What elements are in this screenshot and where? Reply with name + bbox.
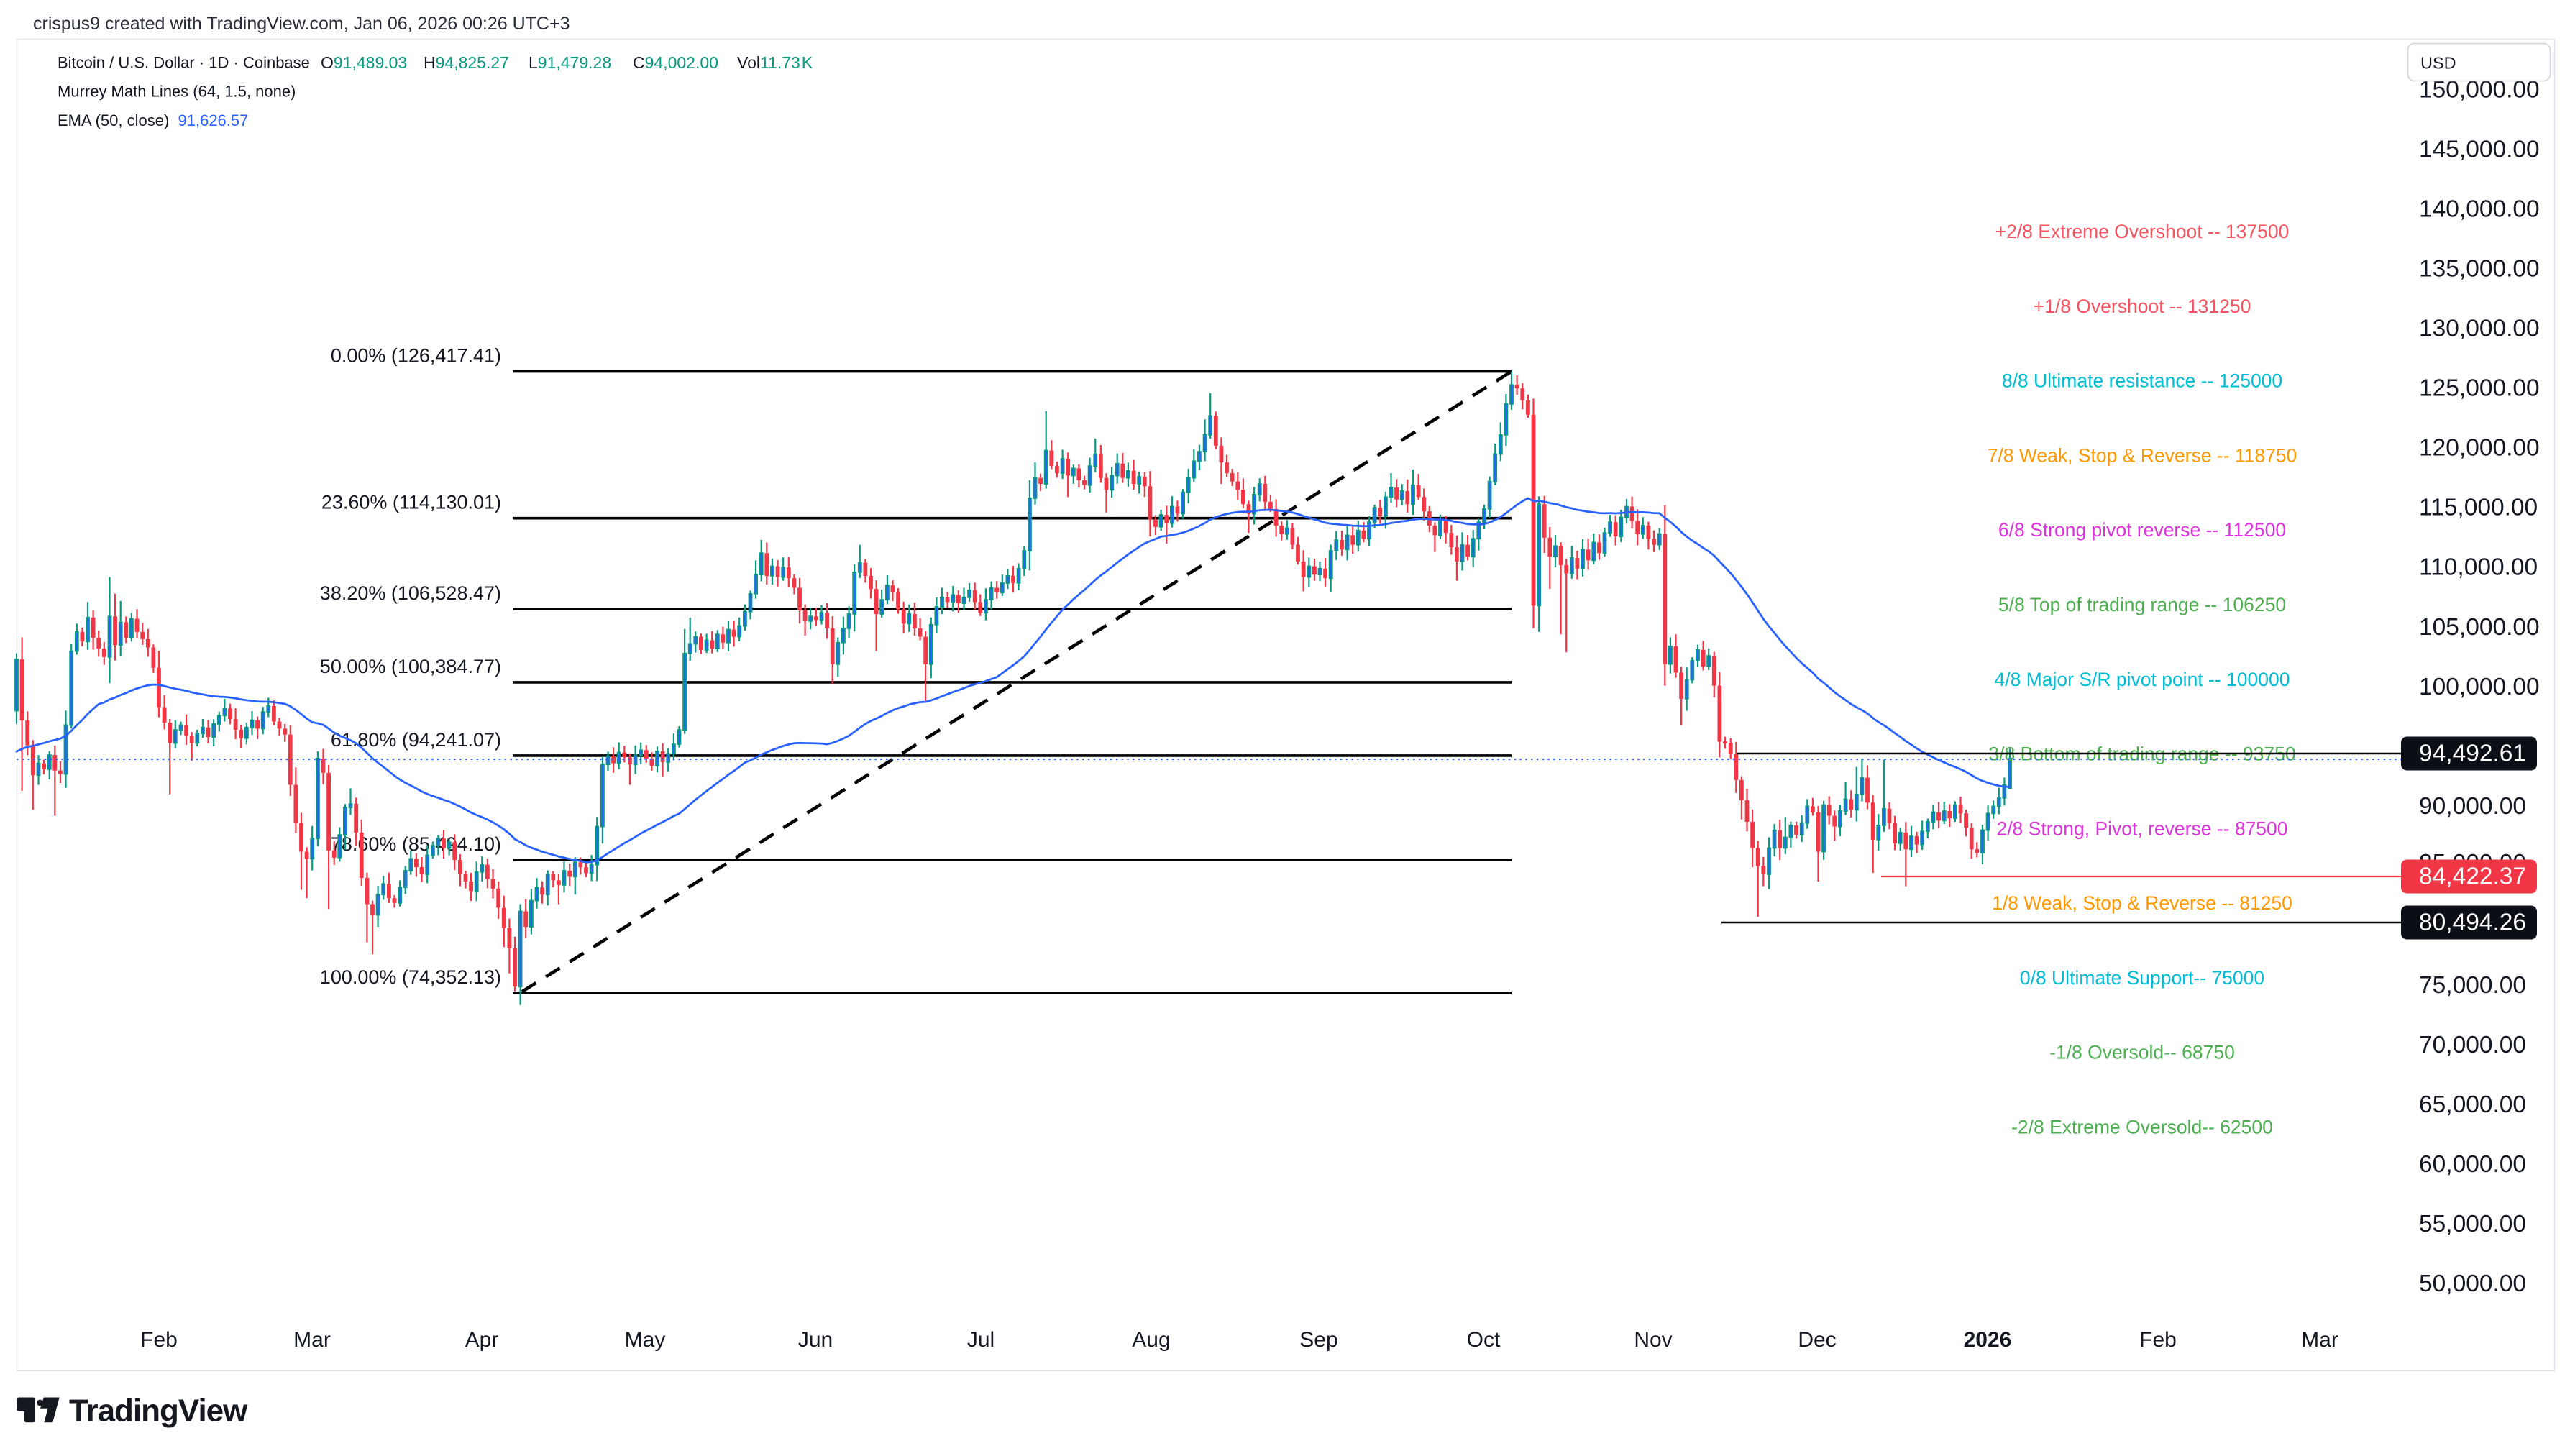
svg-text:80,494.26: 80,494.26 <box>2419 910 2526 936</box>
svg-text:+1/8 Overshoot -- 131250: +1/8 Overshoot -- 131250 <box>2034 296 2251 317</box>
svg-text:145,000.00: 145,000.00 <box>2419 137 2540 163</box>
svg-text:5/8 Top of trading range -- 1: 5/8 Top of trading range -- 106250 <box>1998 594 2286 615</box>
svg-text:55,000.00: 55,000.00 <box>2419 1211 2526 1237</box>
svg-text:7/8 Weak, Stop & Reverse -- 1: 7/8 Weak, Stop & Reverse -- 118750 <box>1988 444 2297 466</box>
svg-text:Feb: Feb <box>140 1328 178 1352</box>
svg-text:Vol11.73 K: Vol11.73 K <box>737 53 813 72</box>
svg-text:L91,479.28: L91,479.28 <box>529 53 611 72</box>
svg-text:8/8 Ultimate resistance -- 12: 8/8 Ultimate resistance -- 125000 <box>2002 370 2282 392</box>
svg-text:105,000.00: 105,000.00 <box>2419 614 2540 641</box>
svg-text:Mar: Mar <box>293 1328 331 1352</box>
svg-text:TradingView: TradingView <box>69 1393 248 1429</box>
svg-text:2026: 2026 <box>1964 1328 2012 1352</box>
svg-text:120,000.00: 120,000.00 <box>2419 435 2540 462</box>
svg-text:65,000.00: 65,000.00 <box>2419 1091 2526 1118</box>
svg-text:38.20% (106,528.47): 38.20% (106,528.47) <box>320 582 501 604</box>
svg-text:EMA (50, close) 91,626.57: EMA (50, close) 91,626.57 <box>58 111 248 129</box>
svg-text:75,000.00: 75,000.00 <box>2419 972 2526 999</box>
svg-text:115,000.00: 115,000.00 <box>2419 495 2538 521</box>
svg-text:-2/8 Extreme Oversold-- 62500: -2/8 Extreme Oversold-- 62500 <box>2011 1117 2273 1138</box>
svg-text:O91,489.03: O91,489.03 <box>321 53 407 72</box>
svg-text:23.60% (114,130.01): 23.60% (114,130.01) <box>321 492 501 513</box>
svg-text:May: May <box>625 1328 666 1352</box>
svg-text:70,000.00: 70,000.00 <box>2419 1032 2526 1058</box>
svg-text:60,000.00: 60,000.00 <box>2419 1151 2526 1178</box>
svg-text:50.00% (100,384.77): 50.00% (100,384.77) <box>320 656 501 677</box>
svg-text:H94,825.27: H94,825.27 <box>424 53 509 72</box>
svg-text:Mar: Mar <box>2301 1328 2338 1352</box>
svg-text:-1/8 Oversold-- 68750: -1/8 Oversold-- 68750 <box>2049 1042 2235 1063</box>
svg-text:0/8 Ultimate Support-- 75000: 0/8 Ultimate Support-- 75000 <box>2020 967 2264 989</box>
svg-text:2/8 Strong, Pivot, reverse --: 2/8 Strong, Pivot, reverse -- 87500 <box>1996 818 2287 839</box>
svg-text:Feb: Feb <box>2139 1328 2177 1352</box>
svg-text:Jun: Jun <box>798 1328 833 1352</box>
svg-text:90,000.00: 90,000.00 <box>2419 793 2526 820</box>
svg-text:78.60% (85,494.10): 78.60% (85,494.10) <box>331 833 501 855</box>
svg-text:Apr: Apr <box>465 1328 499 1352</box>
svg-text:4/8 Major S/R pivot point --: 4/8 Major S/R pivot point -- 100000 <box>1995 669 2290 690</box>
svg-text:Oct: Oct <box>1467 1328 1501 1352</box>
svg-text:61.80% (94,241.07): 61.80% (94,241.07) <box>331 729 501 751</box>
svg-text:Bitcoin / U.S. Dollar · 1D · C: Bitcoin / U.S. Dollar · 1D · Coinbase <box>58 54 310 72</box>
svg-text:100,000.00: 100,000.00 <box>2419 674 2540 700</box>
svg-text:Aug: Aug <box>1132 1328 1170 1352</box>
svg-text:USD: USD <box>2420 54 2456 73</box>
svg-text:135,000.00: 135,000.00 <box>2419 256 2540 283</box>
svg-text:Sep: Sep <box>1299 1328 1337 1352</box>
svg-text:6/8 Strong pivot reverse -- 1: 6/8 Strong pivot reverse -- 112500 <box>1998 519 2286 541</box>
svg-text:C94,002.00: C94,002.00 <box>633 53 718 72</box>
svg-text:Dec: Dec <box>1798 1328 1836 1352</box>
svg-text:Murrey Math Lines (64, 1.5, no: Murrey Math Lines (64, 1.5, none) <box>58 83 296 101</box>
svg-text:Jul: Jul <box>967 1328 994 1352</box>
svg-text:crispus9 created with TradingV: crispus9 created with TradingView.com, J… <box>33 14 570 34</box>
svg-text:94,492.61: 94,492.61 <box>2419 741 2526 767</box>
svg-text:125,000.00: 125,000.00 <box>2419 375 2540 402</box>
svg-text:100.00% (74,352.13): 100.00% (74,352.13) <box>320 966 501 988</box>
svg-text:Nov: Nov <box>1634 1328 1672 1352</box>
svg-text:84,422.37: 84,422.37 <box>2419 864 2526 890</box>
svg-text:50,000.00: 50,000.00 <box>2419 1270 2526 1297</box>
svg-text:1/8 Weak, Stop & Reverse -- 8: 1/8 Weak, Stop & Reverse -- 81250 <box>1992 892 2292 914</box>
svg-text:110,000.00: 110,000.00 <box>2419 554 2538 581</box>
svg-text:0.00% (126,417.41): 0.00% (126,417.41) <box>331 345 501 367</box>
svg-text:130,000.00: 130,000.00 <box>2419 316 2540 342</box>
svg-text:140,000.00: 140,000.00 <box>2419 196 2540 223</box>
svg-text:+2/8 Extreme Overshoot -- 137: +2/8 Extreme Overshoot -- 137500 <box>1995 221 2290 242</box>
